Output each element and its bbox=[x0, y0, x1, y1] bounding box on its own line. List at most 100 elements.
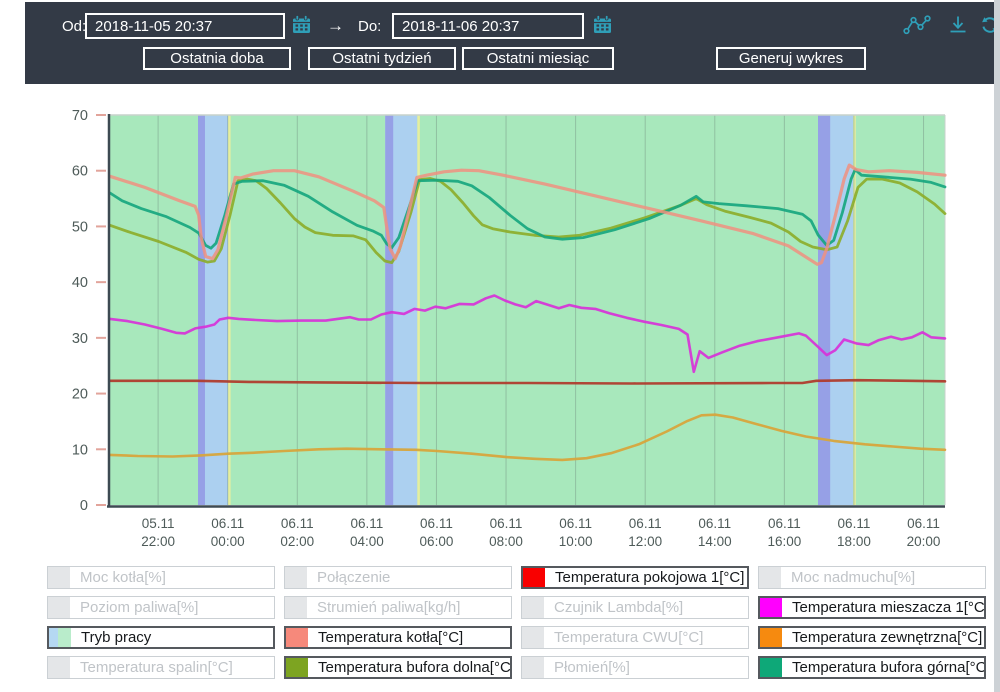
legend-label: Połączenie bbox=[317, 569, 391, 586]
legend-item-poziom-paliwa[interactable]: Poziom paliwa[%] bbox=[47, 596, 275, 619]
x-tick-time: 06:00 bbox=[420, 534, 454, 549]
legend-label: Temperatura kotła[°C] bbox=[318, 629, 464, 646]
toolbar: Od: → Do: bbox=[25, 2, 998, 84]
x-tick-date: 06.11 bbox=[420, 516, 453, 531]
legend-swatch-polaczenie bbox=[285, 567, 307, 588]
x-tick-date: 06.11 bbox=[350, 516, 383, 531]
legend-swatch-temp-pokojowa-1 bbox=[523, 568, 545, 587]
legend-item-polaczenie[interactable]: Połączenie bbox=[284, 566, 512, 589]
x-tick-date: 06.11 bbox=[698, 516, 731, 531]
to-label: Do: bbox=[358, 18, 382, 35]
legend-label: Moc nadmuchu[%] bbox=[791, 569, 916, 586]
temperature-chart: 0 10 20 30 40 50 60 70 05.11 22:00 06.11 00:00 06.11… bbox=[72, 108, 947, 549]
series-zewnetrzna bbox=[108, 413, 947, 462]
legend-swatch-temp-zewnetrzna bbox=[760, 628, 782, 647]
vertical-scrollbar[interactable] bbox=[994, 0, 1000, 692]
legend-item-temp-bufora-gorna[interactable]: Temperatura bufora górna[°C] bbox=[758, 656, 986, 679]
y-tick-label: 40 bbox=[72, 275, 88, 291]
legend-item-plomien[interactable]: Płomień[%] bbox=[521, 656, 749, 679]
mode-band-edge bbox=[818, 115, 831, 505]
to-datetime-input[interactable] bbox=[392, 13, 584, 39]
legend-label: Temperatura CWU[°C] bbox=[554, 629, 704, 646]
legend-item-temp-zewnetrzna[interactable]: Temperatura zewnętrzna[°C] bbox=[758, 626, 986, 649]
x-tick-date: 06.11 bbox=[838, 516, 871, 531]
x-tick-date: 06.11 bbox=[768, 516, 801, 531]
x-tick-time: 02:00 bbox=[280, 534, 314, 549]
last-week-button[interactable]: Ostatni tydzień bbox=[308, 47, 456, 70]
legend-swatch-moc-kotla bbox=[48, 567, 70, 588]
y-tick-label: 70 bbox=[72, 108, 88, 124]
legend-swatch-temp-bufora-dolna bbox=[286, 658, 308, 677]
chart-nodes-icon[interactable] bbox=[903, 15, 931, 40]
legend-label: Temperatura zewnętrzna[°C] bbox=[792, 629, 983, 646]
legend-item-temp-bufora-dolna[interactable]: Temperatura bufora dolna[°C] bbox=[284, 656, 512, 679]
x-tick-date: 06.11 bbox=[281, 516, 314, 531]
legend-label: Temperatura spalin[°C] bbox=[80, 659, 233, 676]
legend-label: Temperatura pokojowa 1[°C] bbox=[555, 569, 745, 586]
legend-swatch-temp-kotla bbox=[286, 628, 308, 647]
legend-item-temp-kotla[interactable]: Temperatura kotła[°C] bbox=[284, 626, 512, 649]
legend-item-moc-nadmuchu[interactable]: Moc nadmuchu[%] bbox=[758, 566, 986, 589]
legend-swatch-tryb-pracy bbox=[49, 628, 71, 647]
legend-label: Poziom paliwa[%] bbox=[80, 599, 199, 616]
x-tick-date: 06.11 bbox=[559, 516, 592, 531]
x-tick-date: 06.11 bbox=[907, 516, 940, 531]
mode-band-edge bbox=[198, 115, 205, 505]
legend: Moc kotła[%] Połączenie Temperatura pokojo… bbox=[47, 566, 986, 679]
generate-chart-button[interactable]: Generuj wykres bbox=[716, 47, 866, 70]
legend-label: Płomień[%] bbox=[554, 659, 630, 676]
y-tick-label: 10 bbox=[72, 442, 88, 458]
legend-item-moc-kotla[interactable]: Moc kotła[%] bbox=[47, 566, 275, 589]
x-tick-time: 22:00 bbox=[141, 534, 175, 549]
range-arrow: → bbox=[327, 16, 344, 35]
y-tick-label: 60 bbox=[72, 164, 88, 180]
legend-swatch-temp-cwu bbox=[522, 627, 544, 648]
legend-item-czujnik-lambda[interactable]: Czujnik Lambda[%] bbox=[521, 596, 749, 619]
legend-label: Temperatura bufora górna[°C] bbox=[792, 659, 986, 676]
legend-label: Temperatura mieszacza 1[°C] bbox=[792, 599, 986, 616]
from-label: Od: bbox=[62, 18, 87, 35]
to-calendar-icon[interactable] bbox=[593, 15, 612, 34]
x-tick-time: 12:00 bbox=[628, 534, 662, 549]
x-tick-date: 05.11 bbox=[142, 516, 175, 531]
legend-item-temp-pokojowa-1[interactable]: Temperatura pokojowa 1[°C] bbox=[521, 566, 749, 589]
x-tick-time: 08:00 bbox=[489, 534, 523, 549]
legend-swatch-temp-bufora-gorna bbox=[760, 658, 782, 677]
legend-item-temp-mieszacza-1[interactable]: Temperatura mieszacza 1[°C] bbox=[758, 596, 986, 619]
legend-swatch-temp-spalin bbox=[48, 657, 70, 678]
legend-swatch-czujnik-lambda bbox=[522, 597, 544, 618]
legend-label: Strumień paliwa[kg/h] bbox=[317, 599, 461, 616]
legend-label: Czujnik Lambda[%] bbox=[554, 599, 684, 616]
last-month-button[interactable]: Ostatni miesiąc bbox=[462, 47, 614, 70]
download-icon[interactable] bbox=[948, 15, 968, 40]
legend-swatch-plomien bbox=[522, 657, 544, 678]
x-tick-date: 06.11 bbox=[490, 516, 523, 531]
x-tick-time: 20:00 bbox=[907, 534, 941, 549]
series-pokojowa bbox=[108, 378, 947, 385]
x-tick-time: 10:00 bbox=[559, 534, 593, 549]
legend-swatch-moc-nadmuchu bbox=[759, 567, 781, 588]
last-day-button[interactable]: Ostatnia doba bbox=[143, 47, 291, 70]
x-tick-date: 06.11 bbox=[629, 516, 662, 531]
series-mieszacza bbox=[108, 294, 947, 374]
legend-swatch-strumien-paliwa bbox=[285, 597, 307, 618]
legend-label: Moc kotła[%] bbox=[80, 569, 166, 586]
legend-item-temp-spalin[interactable]: Temperatura spalin[°C] bbox=[47, 656, 275, 679]
legend-item-temp-cwu[interactable]: Temperatura CWU[°C] bbox=[521, 626, 749, 649]
y-tick-label: 50 bbox=[72, 219, 88, 235]
x-tick-time: 14:00 bbox=[698, 534, 732, 549]
legend-label: Temperatura bufora dolna[°C] bbox=[318, 659, 512, 676]
x-tick-time: 04:00 bbox=[350, 534, 384, 549]
legend-label: Tryb pracy bbox=[81, 629, 152, 646]
legend-item-tryb-pracy[interactable]: Tryb pracy bbox=[47, 626, 275, 649]
from-calendar-icon[interactable] bbox=[292, 15, 311, 34]
x-tick-time: 00:00 bbox=[211, 534, 245, 549]
y-tick-label: 30 bbox=[72, 331, 88, 347]
x-tick-time: 16:00 bbox=[767, 534, 801, 549]
legend-item-strumien-paliwa[interactable]: Strumień paliwa[kg/h] bbox=[284, 596, 512, 619]
from-datetime-input[interactable] bbox=[85, 13, 285, 39]
y-tick-label: 20 bbox=[72, 387, 88, 403]
x-tick-date: 06.11 bbox=[211, 516, 244, 531]
mode-band-edge bbox=[385, 115, 394, 505]
y-tick-label: 0 bbox=[80, 498, 88, 514]
